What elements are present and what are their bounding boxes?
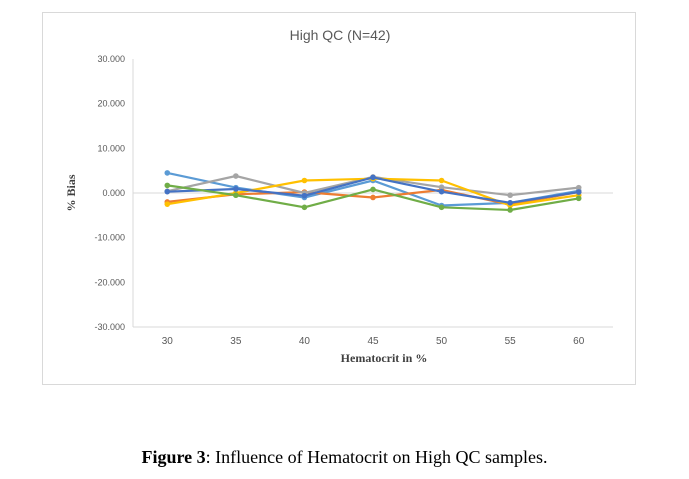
data-point <box>301 192 308 199</box>
data-point <box>164 170 171 176</box>
caption-label: Figure 3 <box>141 447 206 467</box>
data-point <box>164 182 171 189</box>
y-tick-label: 30.000 <box>97 54 125 64</box>
x-axis-label: Hematocrit in % <box>341 351 428 365</box>
data-point <box>164 201 171 207</box>
x-tick-label: 60 <box>573 336 585 347</box>
data-point <box>233 192 239 199</box>
data-point <box>507 192 513 199</box>
data-point <box>507 207 513 213</box>
data-point <box>438 204 445 211</box>
series-lines <box>164 170 582 213</box>
data-point <box>438 177 445 184</box>
data-point <box>301 177 308 184</box>
x-tick-label: 50 <box>436 336 448 347</box>
data-point <box>507 200 513 206</box>
data-point <box>233 173 239 179</box>
data-point <box>370 194 376 201</box>
x-tick-label: 30 <box>162 336 174 347</box>
line-chart: High QC (N=42) % Bias Hematocrit in % 30… <box>64 27 613 365</box>
data-point <box>370 186 376 193</box>
y-tick-label: 10.000 <box>97 143 125 153</box>
data-point <box>438 184 445 190</box>
caption-text: : Influence of Hematocrit on High QC sam… <box>205 447 548 467</box>
data-point <box>233 186 239 192</box>
y-tick-label: -20.000 <box>94 277 125 287</box>
y-tick-label: -10.000 <box>94 233 125 243</box>
figure-caption: Figure 3: Influence of Hematocrit on Hig… <box>0 447 689 468</box>
data-point <box>575 184 582 191</box>
data-point <box>438 188 445 195</box>
data-point <box>301 204 308 211</box>
x-tick-label: 35 <box>230 336 242 347</box>
y-tick-label: 0.000 <box>102 188 125 198</box>
data-point <box>575 195 582 202</box>
y-tick-label: -30.000 <box>94 322 125 332</box>
x-tick-label: 40 <box>299 336 311 347</box>
chart-title: High QC (N=42) <box>290 27 391 43</box>
data-point <box>370 174 376 181</box>
y-axis-label: % Bias <box>64 174 78 211</box>
x-tick-label: 45 <box>367 336 379 347</box>
data-point <box>164 188 171 195</box>
data-point <box>575 189 582 195</box>
chart-area: High QC (N=42) % Bias Hematocrit in % 30… <box>42 12 636 385</box>
x-tick-label: 55 <box>505 336 517 347</box>
y-tick-label: 20.000 <box>97 99 125 109</box>
